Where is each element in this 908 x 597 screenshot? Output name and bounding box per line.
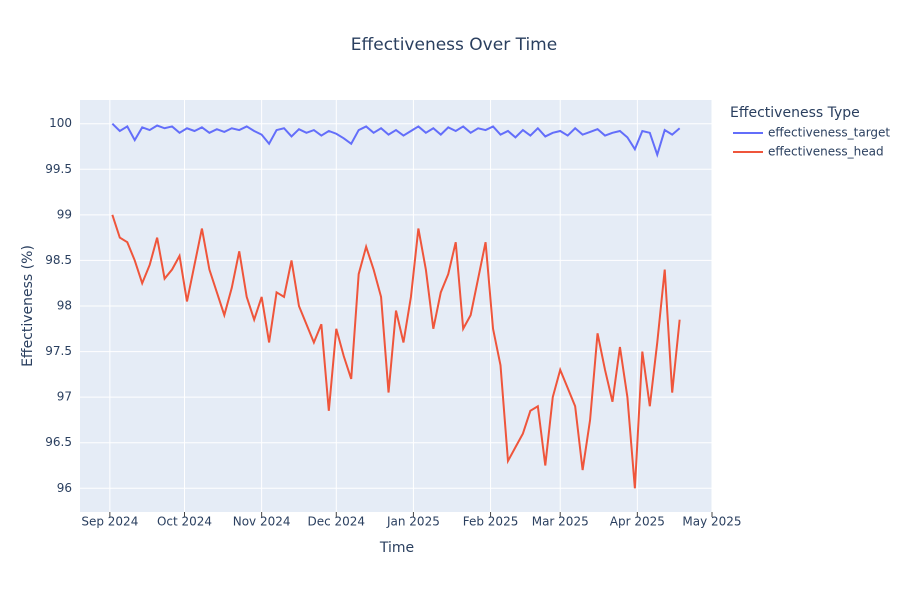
line-series <box>111 122 681 158</box>
y-tick-label: 98.5 <box>45 253 72 267</box>
x-axis-title: Time <box>379 540 414 556</box>
x-tick-label: Mar 2025 <box>532 515 589 529</box>
x-tick-label: Jan 2025 <box>386 515 440 529</box>
y-tick-label: 97 <box>57 390 72 404</box>
x-tick-label: Dec 2024 <box>307 515 365 529</box>
y-tick-label: 97.5 <box>45 344 72 358</box>
x-tick-label: Sep 2024 <box>81 515 138 529</box>
y-tick-label: 100 <box>49 116 72 130</box>
legend-label: effectiveness_head <box>768 145 884 159</box>
x-tick-label: Oct 2024 <box>157 515 212 529</box>
y-axis-title: Effectiveness (%) <box>20 245 36 367</box>
legend-label: effectiveness_target <box>768 126 890 140</box>
x-tick-label: Nov 2024 <box>233 515 291 529</box>
legend-title: Effectiveness Type <box>730 105 860 121</box>
y-tick-label: 96 <box>57 481 72 495</box>
y-tick-label: 99 <box>57 207 72 221</box>
y-tick-label: 99.5 <box>45 162 72 176</box>
x-tick-label: May 2025 <box>682 515 741 529</box>
x-tick-label: Apr 2025 <box>610 515 665 529</box>
x-tick-label: Feb 2025 <box>463 515 519 529</box>
line-series <box>111 214 681 489</box>
y-tick-label: 96.5 <box>45 435 72 449</box>
chart-title: Effectiveness Over Time <box>351 35 557 55</box>
y-tick-label: 98 <box>57 299 72 313</box>
lines <box>111 122 681 489</box>
